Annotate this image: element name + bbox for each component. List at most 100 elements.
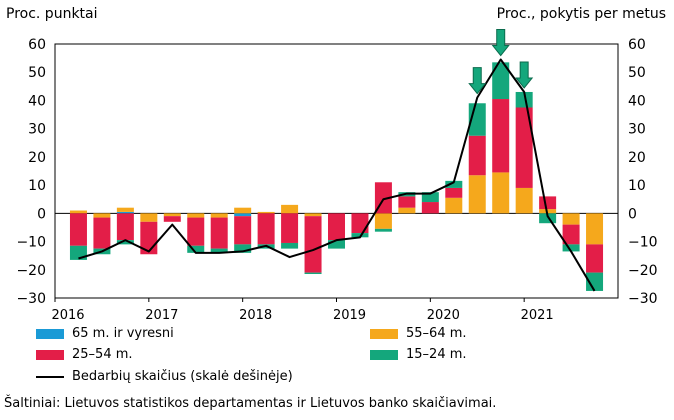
y-tick-label-right: 0 <box>628 206 637 222</box>
bar-segment <box>374 213 392 229</box>
bar-segment <box>69 210 87 214</box>
highlight-arrows <box>468 29 534 95</box>
bar-segment <box>351 213 369 234</box>
bar-segment <box>257 211 275 214</box>
legend-label-55-64: 55–64 m. <box>406 326 467 341</box>
y-tick-label-right: −30 <box>628 291 658 307</box>
y-tick-label-right: 40 <box>628 93 646 109</box>
y-tick-label-left: 40 <box>28 93 46 109</box>
bar-segment <box>562 244 580 252</box>
y-tick-label-left: −30 <box>16 291 46 307</box>
bar-segment <box>304 272 322 275</box>
right-axis-label: Proc., pokytis per metus <box>497 6 666 22</box>
down-arrow-icon <box>515 61 534 89</box>
plot-border <box>54 43 619 299</box>
legend-item-15-24: 15–24 m. <box>370 347 467 362</box>
y-tick-label-right: 20 <box>628 150 646 166</box>
line-series <box>78 58 596 292</box>
bar-segment <box>210 248 228 253</box>
bar-segment <box>445 197 463 214</box>
legend-line-swatch <box>36 375 64 378</box>
legend-label-unemployed: Bedarbių skaičius (skalė dešinėje) <box>72 369 293 384</box>
bar-segment <box>234 213 252 217</box>
y-tick-label-left: −20 <box>16 263 46 279</box>
bar-segment <box>187 217 205 246</box>
bar-segment <box>468 135 486 176</box>
bar-segment <box>281 204 299 214</box>
bar-segment <box>586 244 604 273</box>
bar-segment <box>492 99 510 173</box>
legend-swatch-15-24 <box>370 349 398 360</box>
bar-segment <box>116 213 134 241</box>
bar-segment <box>93 217 111 249</box>
bar-segment <box>234 244 252 253</box>
bar-segment <box>328 240 345 249</box>
bar-segment <box>140 213 158 222</box>
bar-segment <box>445 187 463 198</box>
y-tick-label-left: 10 <box>28 178 46 194</box>
bar-segment <box>562 224 580 245</box>
bar-segment <box>586 272 604 291</box>
legend-item-25-54: 25–54 m. <box>36 347 133 362</box>
legend-item-55-64: 55–64 m. <box>370 326 467 341</box>
y-tick-label-left: 50 <box>28 65 46 81</box>
y-tick-label-right: 60 <box>628 37 646 53</box>
bar-segment <box>421 202 439 214</box>
y-tick-label-right: 30 <box>628 122 646 138</box>
bar-segment <box>328 213 345 241</box>
bar-segment <box>492 172 510 214</box>
bar-segment <box>586 213 604 245</box>
bar-segment <box>163 216 181 222</box>
bar-segment <box>187 245 205 253</box>
y-tick-label-right: −10 <box>628 235 658 251</box>
bar-segment <box>562 213 580 225</box>
bar-segment <box>351 233 369 238</box>
bars <box>69 62 604 291</box>
bar-segment <box>116 240 134 245</box>
x-year-label: 2017 <box>145 308 178 323</box>
bar-segment <box>492 62 510 100</box>
bar-segment <box>187 213 205 218</box>
bar-segment <box>398 207 416 214</box>
bar-segment <box>421 192 439 203</box>
legend-swatch-55-64 <box>370 328 398 339</box>
bar-segment <box>515 107 533 188</box>
unemployment-line <box>78 58 596 292</box>
bar-segment <box>304 213 322 217</box>
x-year-label: 2018 <box>239 308 272 323</box>
y-tick-label-left: 0 <box>37 206 46 222</box>
bar-segment <box>281 213 299 243</box>
legend-label-15-24: 15–24 m. <box>406 347 467 362</box>
y-tick-label-right: 50 <box>628 65 646 81</box>
legend-label-25-54: 25–54 m. <box>72 347 133 362</box>
bar-segment <box>116 211 134 214</box>
down-arrow-icon <box>468 67 487 95</box>
y-tick-label-right: −20 <box>628 263 658 279</box>
x-year-label: 2021 <box>521 308 554 323</box>
bar-segment <box>374 228 392 232</box>
bar-segment <box>468 175 486 214</box>
bar-segment <box>257 213 275 245</box>
bar-segment <box>234 207 252 214</box>
y-tick-label-left: 20 <box>28 150 46 166</box>
x-year-label: 2019 <box>333 308 366 323</box>
x-year-label: 2016 <box>51 308 84 323</box>
bar-segment <box>210 217 228 249</box>
x-year-label: 2020 <box>427 308 460 323</box>
bar-segment <box>539 213 557 224</box>
legend-label-65plus: 65 m. ir vyresni <box>72 326 174 341</box>
stacked-bar-chart: Proc. punktai Proc., pokytis per metus 6… <box>6 6 666 323</box>
plot-frame <box>54 43 619 299</box>
bar-segment <box>116 207 134 212</box>
y-tick-label-left: 30 <box>28 122 46 138</box>
bar-segment <box>69 213 87 246</box>
legend-item-unemployed-line: Bedarbių skaičius (skalė dešinėje) <box>36 369 293 384</box>
y-tick-label-left: 60 <box>28 37 46 53</box>
bar-segment <box>163 213 181 217</box>
legend-swatch-65plus <box>36 328 64 339</box>
bar-segment <box>515 91 533 108</box>
source-note: Šaltiniai: Lietuvos statistikos departam… <box>4 396 497 411</box>
bar-segment <box>234 216 252 245</box>
bar-segment <box>445 180 463 188</box>
bar-segment <box>304 216 322 273</box>
